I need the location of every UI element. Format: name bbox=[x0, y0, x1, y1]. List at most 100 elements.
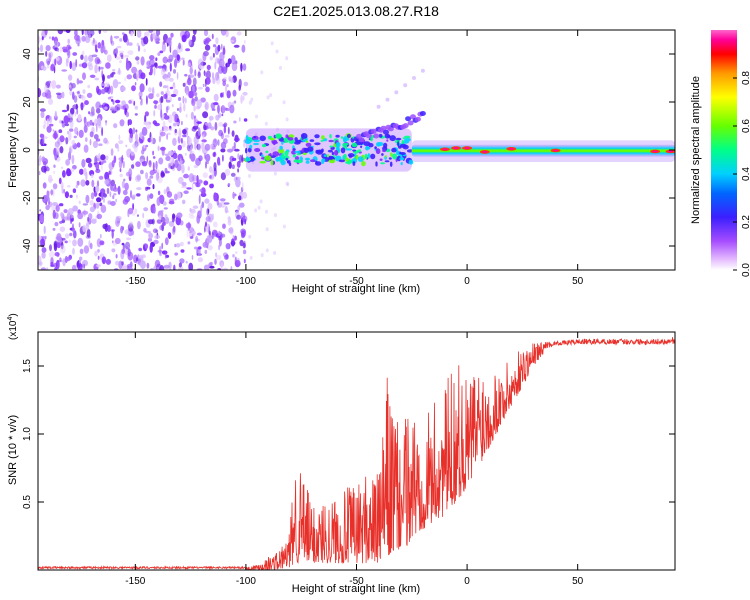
spectrogram-noise-blob bbox=[241, 154, 244, 163]
spectrogram-broadband-blob bbox=[278, 148, 285, 154]
spectrogram-noise-blob bbox=[206, 161, 209, 165]
spectrogram-noise-blob bbox=[43, 225, 46, 235]
spectrogram-broadband-blob bbox=[244, 139, 252, 144]
spectrogram-noise-blob bbox=[164, 250, 167, 260]
spectrogram-noise-blob bbox=[196, 121, 202, 124]
spectrogram-broadband-blob bbox=[347, 134, 351, 138]
spectrogram-noise-blob bbox=[205, 216, 211, 222]
spectrogram-broadband-blob bbox=[285, 157, 288, 161]
spectrogram-noise-blob bbox=[227, 183, 231, 186]
spectrogram-noise-blob bbox=[155, 172, 159, 181]
spectrogram-broadband-blob bbox=[392, 153, 398, 160]
spectrogram-noise-blob bbox=[181, 164, 185, 174]
spectrogram-noise-blob bbox=[67, 74, 73, 81]
spectrogram-noise-blob bbox=[105, 258, 111, 265]
spectrogram-broadband-blob bbox=[270, 159, 274, 166]
spectrogram-noise-blob bbox=[216, 198, 219, 206]
spectrogram-noise-blob bbox=[85, 223, 90, 231]
spectrogram-broadband-blob bbox=[271, 141, 278, 145]
spectrogram-noise-blob bbox=[87, 84, 91, 89]
spectrogram-noise-blob bbox=[107, 96, 112, 100]
spectrogram-noise-blob bbox=[243, 40, 246, 44]
spectrogram-noise-blob bbox=[52, 129, 55, 132]
spectrogram-broadband-blob bbox=[321, 135, 325, 140]
spectrogram-noise-blob bbox=[101, 161, 103, 171]
spectrogram-noise-blob bbox=[111, 71, 116, 75]
spectrogram-noise-blob bbox=[140, 72, 146, 80]
spectrogram-noise-blob bbox=[67, 208, 74, 215]
spectrogram-noise-blob bbox=[89, 111, 95, 117]
spectrogram-branch-blob bbox=[407, 120, 414, 126]
spectrogram-noise-blob bbox=[116, 106, 120, 111]
spectrogram-noise-blob bbox=[213, 93, 219, 102]
spectrogram-noise-blob bbox=[191, 174, 198, 182]
spectrogram-noise-blob bbox=[56, 147, 60, 156]
spectrogram-noise-blob bbox=[72, 188, 77, 193]
spectrogram-noise-blob bbox=[84, 55, 88, 63]
spectrogram-noise-blob bbox=[121, 105, 127, 110]
spectrogram-noise-blob bbox=[124, 241, 131, 250]
spectrogram-noise-blob bbox=[55, 56, 60, 62]
spectrogram-noise-blob bbox=[128, 119, 133, 126]
spectrogram-noise-blob bbox=[221, 113, 224, 117]
spectrogram-noise-blob bbox=[138, 91, 143, 98]
spectrogram-broadband-blob bbox=[347, 153, 355, 158]
spectrogram-noise-blob bbox=[82, 72, 86, 80]
spectrogram-y-ticks: -40 -20 0 20 40 bbox=[22, 48, 675, 253]
spectrogram-noise-blob bbox=[193, 105, 196, 112]
spectrogram-noise-blob bbox=[232, 191, 235, 199]
spectrogram-noise-blob bbox=[238, 78, 242, 88]
spectrogram-noise-blob bbox=[202, 134, 205, 140]
spectrogram-noise-blob bbox=[56, 252, 60, 258]
spectrogram-noise-blob bbox=[254, 208, 258, 213]
spectrogram-noise-blob bbox=[81, 95, 86, 101]
spectrogram-noise-blob bbox=[204, 37, 211, 43]
spectrogram-noise-blob bbox=[188, 39, 192, 46]
spectrogram-noise-blob bbox=[240, 64, 243, 68]
spectrogram-noise-blob bbox=[188, 173, 195, 183]
spectrogram-noise-blob bbox=[106, 54, 112, 62]
spectrogram-noise-blob bbox=[81, 35, 86, 42]
spectrogram-noise-blob bbox=[140, 56, 145, 66]
spectrogram-noise-blob bbox=[45, 50, 48, 57]
spectrogram-noise-blob bbox=[115, 260, 120, 266]
spectrogram-noise-blob bbox=[124, 54, 130, 58]
spectrogram-noise-blob bbox=[184, 97, 187, 104]
spectrogram-noise-blob bbox=[164, 77, 170, 82]
spectrogram-noise-blob bbox=[192, 125, 199, 130]
spectrogram-broadband-blob bbox=[279, 145, 283, 150]
spectrogram-noise-blob bbox=[233, 141, 236, 149]
spectrogram-noise-blob bbox=[217, 104, 220, 114]
spectrogram-noise-blob bbox=[180, 137, 183, 144]
colorbar-gradient bbox=[711, 30, 737, 270]
spectrogram-noise-blob bbox=[92, 140, 99, 149]
spectrogram-noise-blob bbox=[115, 216, 118, 223]
spectrogram-noise-blob bbox=[148, 87, 152, 93]
spectrogram-noise-blob bbox=[156, 219, 162, 224]
spectrogram-noise-blob bbox=[146, 60, 151, 66]
spectrogram-noise-blob bbox=[174, 252, 178, 256]
spectrogram-noise-blob bbox=[159, 197, 165, 204]
spectrogram-noise-blob bbox=[118, 159, 123, 169]
spectrogram-noise-blob bbox=[209, 175, 212, 179]
spectrogram-noise-blob bbox=[197, 257, 204, 263]
spectrogram-noise-blob bbox=[155, 30, 161, 36]
spectrogram-noise-blob bbox=[154, 168, 160, 173]
spectrogram-noise-blob bbox=[269, 93, 273, 98]
spectrogram-noise-blob bbox=[149, 66, 153, 75]
spectrogram-noise-blob bbox=[39, 214, 45, 224]
spectrogram-noise-blob bbox=[235, 177, 238, 181]
spectrogram-noise-blob bbox=[206, 64, 211, 71]
spectrogram-noise-blob bbox=[220, 172, 226, 181]
spectrogram-broadband-blob bbox=[261, 144, 267, 148]
spectrogram-noise-blob bbox=[213, 102, 219, 106]
spectrogram-noise-blob bbox=[129, 190, 133, 199]
spectrogram-noise-blob bbox=[141, 136, 145, 141]
spectrogram-noise-blob bbox=[188, 262, 194, 270]
spectrogram-carrier-peak bbox=[453, 147, 459, 149]
spectrogram-broadband-blob bbox=[384, 155, 387, 158]
spectrogram-broadband-blob bbox=[291, 150, 297, 155]
colorbar-tick-label: 0.6 bbox=[741, 119, 750, 133]
spectrogram-broadband-blob bbox=[320, 139, 324, 142]
spectrogram-noise-blob bbox=[48, 178, 54, 182]
